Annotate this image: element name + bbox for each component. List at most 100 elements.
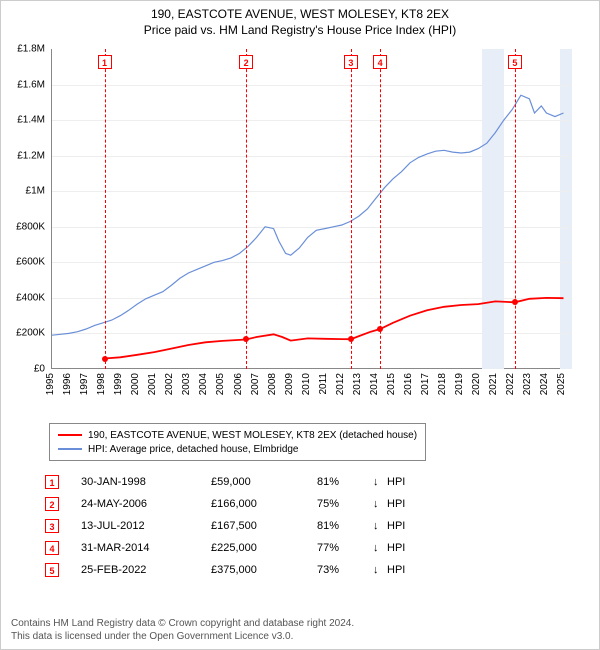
- down-arrow-icon: ↓: [373, 498, 387, 510]
- x-axis-label: 2020: [471, 373, 483, 395]
- event-price: £375,000: [211, 564, 317, 576]
- y-axis-label: £1.6M: [0, 79, 45, 90]
- price-chart: 12345 £0£200K£400K£600K£800K£1M£1.2M£1.4…: [51, 49, 571, 409]
- x-axis-label: 2008: [267, 373, 279, 395]
- x-axis-label: 2002: [164, 373, 176, 395]
- plot-area: 1 2 3 4 5: [51, 49, 571, 369]
- y-axis-label: £400K: [0, 292, 45, 303]
- event-badge: 2: [239, 55, 253, 69]
- event-row: 4 31-MAR-2014£225,00077%↓HPI: [45, 537, 405, 559]
- x-axis-label: 1996: [62, 373, 74, 395]
- price-paid-marker: [377, 326, 383, 332]
- x-axis-label: 1997: [79, 373, 91, 395]
- legend-label: 190, EASTCOTE AVENUE, WEST MOLESEY, KT8 …: [88, 430, 417, 441]
- y-axis-label: £600K: [0, 257, 45, 268]
- event-row: 525-FEB-2022£375,00073%↓HPI: [45, 559, 405, 581]
- y-axis-label: £1.4M: [0, 115, 45, 126]
- event-date: 13-JUL-2012: [81, 520, 211, 532]
- x-axis-label: 2019: [454, 373, 466, 395]
- attribution-line: This data is licensed under the Open Gov…: [11, 630, 354, 643]
- x-axis-label: 2023: [522, 373, 534, 395]
- x-axis-label: 2025: [556, 373, 568, 395]
- attribution-line: Contains HM Land Registry data © Crown c…: [11, 617, 354, 630]
- event-line: [380, 49, 381, 369]
- event-number: 2: [45, 497, 59, 511]
- event-price: £59,000: [211, 476, 317, 488]
- event-row: 3 13-JUL-2012£167,50081%↓HPI: [45, 515, 405, 537]
- x-axis-label: 1999: [113, 373, 125, 395]
- price-paid-marker: [512, 299, 518, 305]
- event-number: 3: [45, 519, 59, 533]
- x-axis-label: 2022: [505, 373, 517, 395]
- y-axis-label: £0: [0, 364, 45, 375]
- y-axis-label: £800K: [0, 221, 45, 232]
- x-axis-label: 1995: [45, 373, 57, 395]
- event-badge: 3: [344, 55, 358, 69]
- down-arrow-icon: ↓: [373, 564, 387, 576]
- event-pct: 81%: [317, 520, 373, 532]
- x-axis-label: 2003: [181, 373, 193, 395]
- legend-swatch: [58, 448, 82, 450]
- event-line: [105, 49, 106, 369]
- event-pct: 77%: [317, 542, 373, 554]
- legend-item: HPI: Average price, detached house, Elmb…: [58, 442, 417, 456]
- event-badge: 4: [373, 55, 387, 69]
- event-badge: 5: [508, 55, 522, 69]
- event-line: [515, 49, 516, 369]
- x-axis-label: 2016: [403, 373, 415, 395]
- x-axis-label: 2024: [539, 373, 551, 395]
- page-title-line1: 190, EASTCOTE AVENUE, WEST MOLESEY, KT8 …: [1, 7, 599, 21]
- event-pct: 81%: [317, 476, 373, 488]
- x-axis-label: 2013: [352, 373, 364, 395]
- legend: 190, EASTCOTE AVENUE, WEST MOLESEY, KT8 …: [49, 423, 426, 461]
- events-table: 130-JAN-1998£59,00081%↓HPI 2 24-MAY-2006£1…: [45, 471, 405, 581]
- event-hpi-label: HPI: [387, 498, 405, 510]
- event-hpi-label: HPI: [387, 564, 405, 576]
- down-arrow-icon: ↓: [373, 542, 387, 554]
- x-axis-label: 2001: [147, 373, 159, 395]
- x-axis-label: 2005: [215, 373, 227, 395]
- x-axis-label: 2010: [301, 373, 313, 395]
- x-axis-label: 2015: [386, 373, 398, 395]
- y-axis-label: £200K: [0, 328, 45, 339]
- down-arrow-icon: ↓: [373, 520, 387, 532]
- x-axis-label: 2006: [233, 373, 245, 395]
- legend-swatch: [58, 434, 82, 436]
- event-hpi-label: HPI: [387, 542, 405, 554]
- event-pct: 75%: [317, 498, 373, 510]
- event-hpi-label: HPI: [387, 476, 405, 488]
- event-hpi-label: HPI: [387, 520, 405, 532]
- x-axis-label: 2018: [437, 373, 449, 395]
- down-arrow-icon: ↓: [373, 476, 387, 488]
- legend-item: 190, EASTCOTE AVENUE, WEST MOLESEY, KT8 …: [58, 428, 417, 442]
- event-line: [246, 49, 247, 369]
- x-axis-label: 2014: [369, 373, 381, 395]
- event-row: 130-JAN-1998£59,00081%↓HPI: [45, 471, 405, 493]
- event-date: 31-MAR-2014: [81, 542, 211, 554]
- price-paid-marker: [348, 336, 354, 342]
- x-axis-label: 2011: [318, 373, 330, 395]
- event-date: 30-JAN-1998: [81, 476, 211, 488]
- event-date: 25-FEB-2022: [81, 564, 211, 576]
- y-axis-label: £1.8M: [0, 44, 45, 55]
- event-date: 24-MAY-2006: [81, 498, 211, 510]
- x-axis-label: 2009: [284, 373, 296, 395]
- price-paid-marker: [243, 336, 249, 342]
- x-axis-label: 2021: [488, 373, 500, 395]
- y-axis-label: £1.2M: [0, 150, 45, 161]
- x-axis-label: 2017: [420, 373, 432, 395]
- event-number: 4: [45, 541, 59, 555]
- attribution: Contains HM Land Registry data © Crown c…: [11, 617, 354, 643]
- x-axis-label: 1998: [96, 373, 108, 395]
- x-axis-label: 2012: [335, 373, 347, 395]
- y-axis-label: £1M: [0, 186, 45, 197]
- x-axis-label: 2004: [198, 373, 210, 395]
- x-axis-label: 2000: [130, 373, 142, 395]
- event-price: £225,000: [211, 542, 317, 554]
- event-line: [351, 49, 352, 369]
- price-paid-line: [105, 298, 564, 359]
- event-price: £166,000: [211, 498, 317, 510]
- event-price: £167,500: [211, 520, 317, 532]
- event-number: 5: [45, 563, 59, 577]
- event-badge: 1: [98, 55, 112, 69]
